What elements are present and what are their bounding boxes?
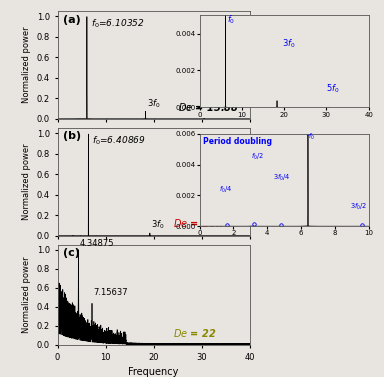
Text: 7.15637: 7.15637 xyxy=(93,288,127,297)
Text: $f_0$=6.10352: $f_0$=6.10352 xyxy=(91,18,144,30)
Text: $f_0/2$: $f_0/2$ xyxy=(252,151,265,161)
Y-axis label: Normalized power: Normalized power xyxy=(22,27,31,103)
Text: (b): (b) xyxy=(63,132,81,141)
Text: 4.34875: 4.34875 xyxy=(79,239,114,248)
Text: $f_0$: $f_0$ xyxy=(308,131,314,141)
Text: $3f_0$: $3f_0$ xyxy=(151,218,165,231)
Text: $5f_0$: $5f_0$ xyxy=(326,83,340,95)
Text: (a): (a) xyxy=(63,15,81,25)
Text: $3f_0$: $3f_0$ xyxy=(147,98,161,110)
Text: $3f_0$: $3f_0$ xyxy=(282,37,296,50)
Text: $\mathit{De}$ = 22: $\mathit{De}$ = 22 xyxy=(173,327,216,339)
Y-axis label: Normalized power: Normalized power xyxy=(22,257,31,333)
Text: Period doubling: Period doubling xyxy=(203,136,272,146)
Text: $\mathit{De}$ = 16.7: $\mathit{De}$ = 16.7 xyxy=(173,218,227,230)
Text: $\mathit{De}$ = 15.88: $\mathit{De}$ = 15.88 xyxy=(177,101,238,113)
Text: $3f_0/2$: $3f_0/2$ xyxy=(350,202,367,212)
Text: $3f_0/4$: $3f_0/4$ xyxy=(273,173,291,183)
Text: $f_0$: $f_0$ xyxy=(227,14,235,26)
Text: $f_0/4$: $f_0/4$ xyxy=(219,185,233,195)
Y-axis label: Normalized power: Normalized power xyxy=(22,144,31,220)
Text: (c): (c) xyxy=(63,248,80,258)
X-axis label: Frequency: Frequency xyxy=(128,367,179,377)
Text: $f_0$=6.40869: $f_0$=6.40869 xyxy=(92,135,146,147)
